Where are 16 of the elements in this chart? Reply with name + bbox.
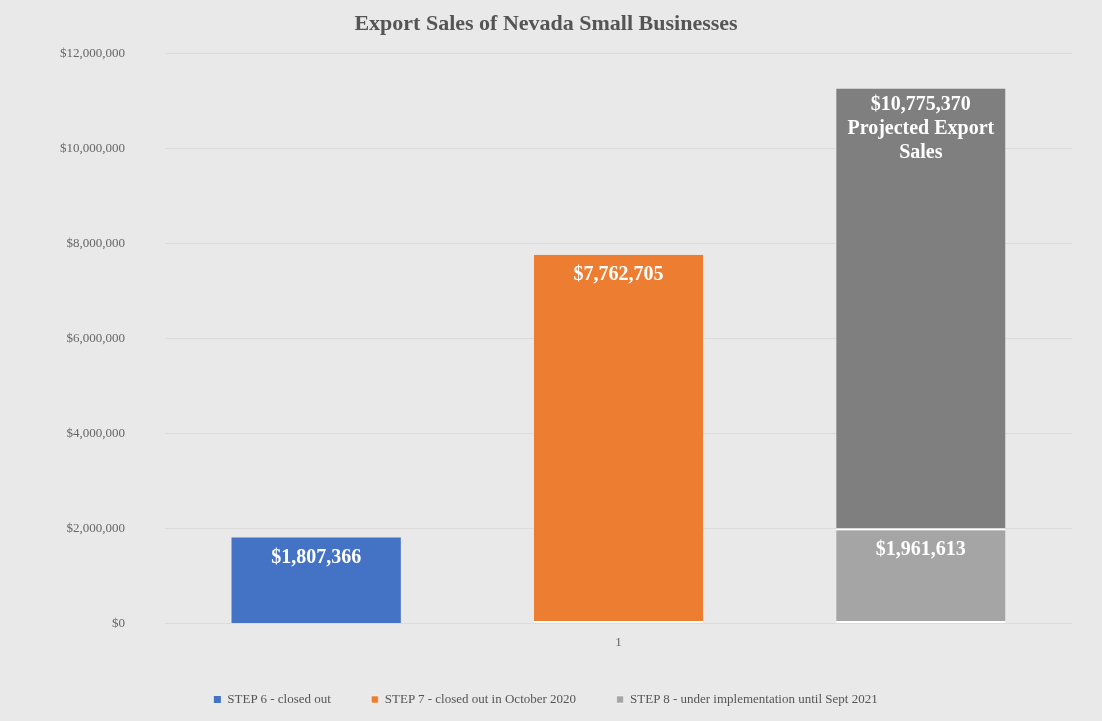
x-tick-label: 1 [615,633,622,649]
chart-title: Export Sales of Nevada Small Businesses [354,9,739,35]
legend-label: STEP 7 - closed out in October 2020 [384,690,577,706]
data-label: $1,807,366 [271,544,362,567]
data-label: $1,961,613 [875,537,966,560]
y-tick-label: $6,000,000 [66,329,125,345]
data-label: $7,762,705 [573,261,664,284]
legend-label: STEP 8 - under implementation until Sept 2021 [630,690,878,706]
y-tick-label: $8,000,000 [66,234,125,250]
y-tick-label: $10,000,000 [60,139,125,155]
y-tick-label: $12,000,000 [60,44,125,60]
legend-label: STEP 6 - closed out [227,690,332,706]
y-tick-label: $2,000,000 [66,519,125,535]
annotation: $10,775,370 Projected Export Sales [847,91,995,162]
y-tick-label: $4,000,000 [66,424,125,440]
y-tick-label: $0 [112,614,125,630]
